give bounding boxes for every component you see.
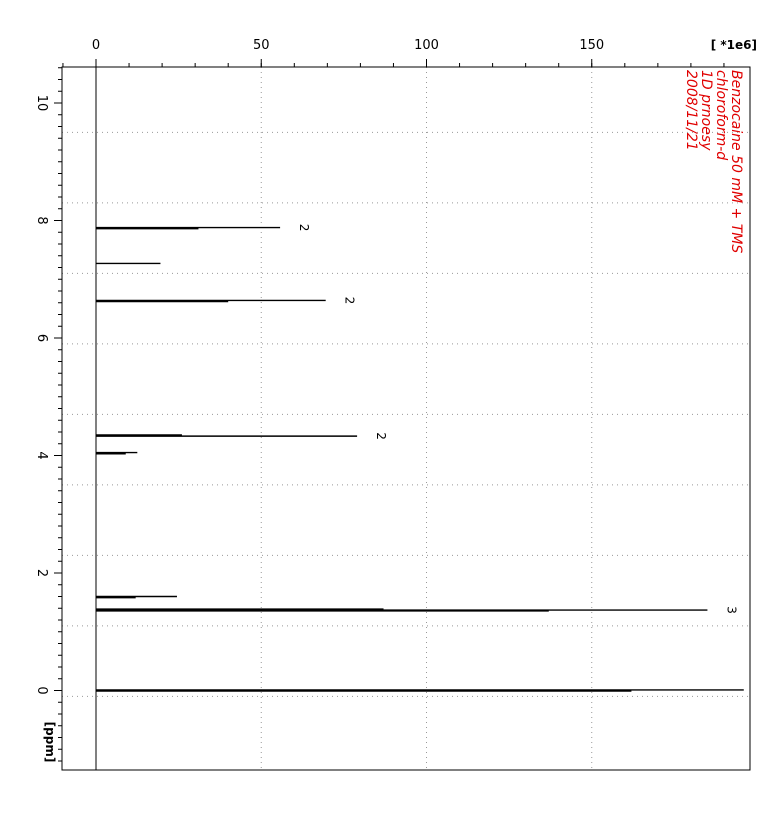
intensity-tick-label: 150 bbox=[579, 38, 604, 53]
minor-ticks bbox=[58, 63, 725, 762]
shift-tick-label: 8 bbox=[34, 216, 49, 224]
shift-axis-title: [ppm] bbox=[43, 722, 57, 763]
shift-tick-label: 0 bbox=[34, 686, 49, 694]
tick-labels: 0 50 100 150 0 2 4 6 8 10 bbox=[34, 38, 604, 695]
shift-tick-label: 4 bbox=[34, 451, 49, 459]
shift-tick-label: 2 bbox=[34, 569, 49, 577]
peak-integral-label: 2 bbox=[374, 432, 388, 440]
peak-labels: 2 2 2 3 bbox=[297, 224, 738, 614]
shift-tick-label: 10 bbox=[34, 95, 49, 112]
intensity-tick-label: 100 bbox=[414, 38, 439, 53]
intensity-tick-label: 0 bbox=[92, 38, 100, 53]
plot-frame bbox=[61, 66, 751, 771]
grid-lines bbox=[62, 67, 750, 770]
intensity-axis-title: [ *1e6] bbox=[711, 38, 757, 52]
annotation-line-1: Benzocaine 50 mM + TMS bbox=[728, 70, 744, 253]
shift-tick-label: 6 bbox=[34, 334, 49, 342]
spectrum-peaks bbox=[96, 226, 744, 692]
peak-integral-label: 3 bbox=[724, 606, 738, 614]
annotation-line-4: 2008/11/21 bbox=[683, 70, 699, 151]
major-ticks bbox=[54, 59, 593, 691]
sample-annotation: Benzocaine 50 mM + TMS chloroform-d 1D p… bbox=[683, 70, 744, 253]
peak-integral-label: 2 bbox=[343, 297, 357, 305]
annotation-line-2: chloroform-d bbox=[713, 70, 729, 160]
intensity-tick-label: 50 bbox=[253, 38, 270, 53]
peak-integral-label: 2 bbox=[297, 224, 311, 232]
annotation-line-3: 1D prnoesy bbox=[698, 70, 714, 151]
